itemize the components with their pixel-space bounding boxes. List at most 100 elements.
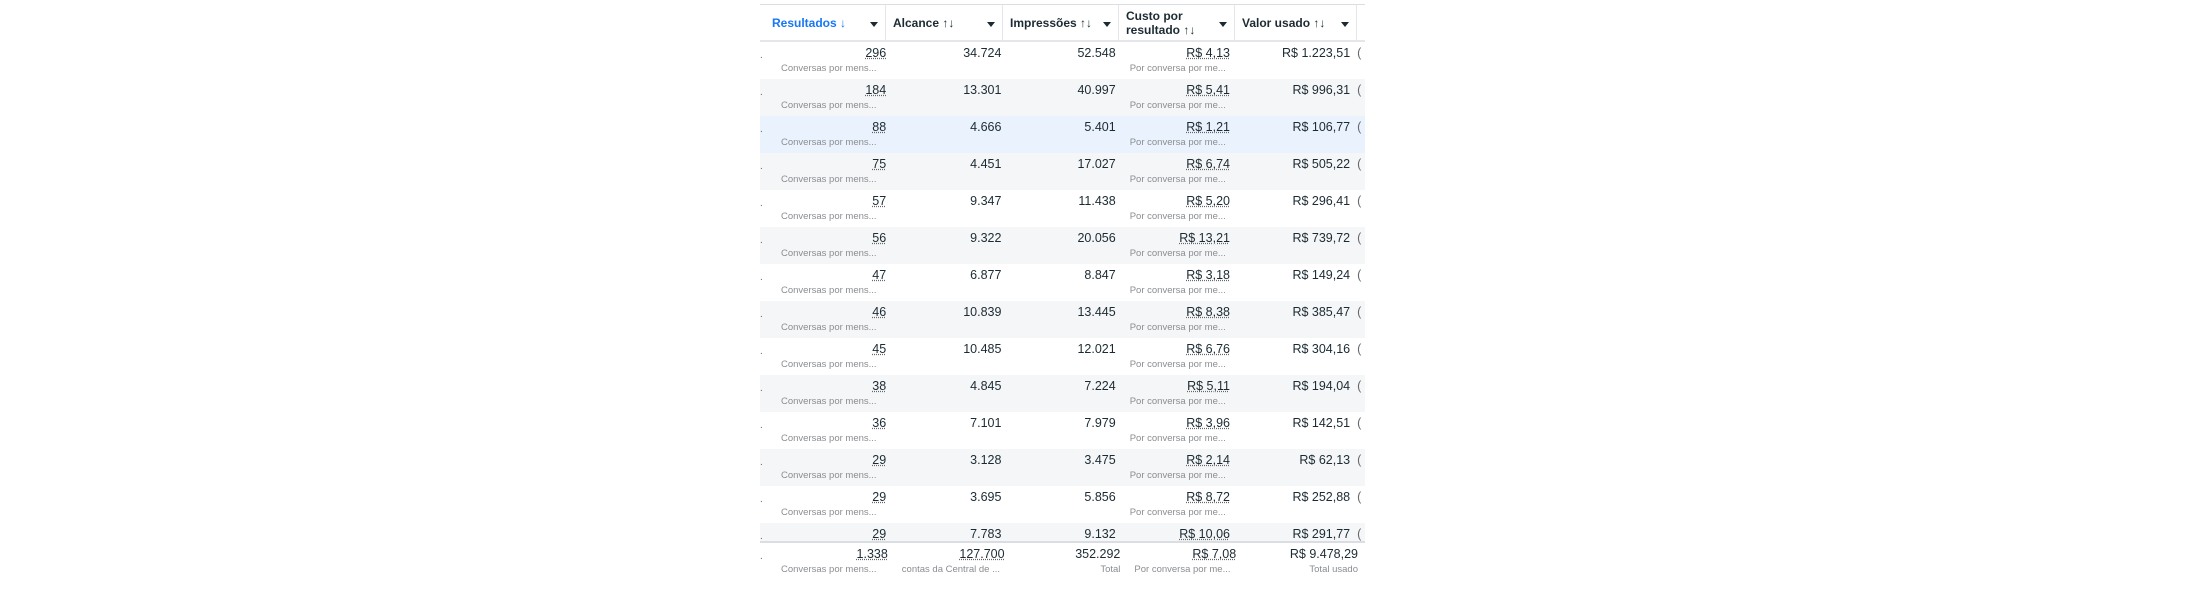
results-value[interactable]: 57 — [872, 194, 887, 208]
table-row[interactable]: . 47 Conversas por mens... 6.877 8.847 R$… — [760, 264, 1365, 301]
spent-value: R$ 194,04 — [1292, 379, 1351, 393]
totals-row: . 1.338 Conversas por mens... 127.700 cont… — [760, 541, 1365, 587]
total-cost[interactable]: R$ 7,08 — [1192, 547, 1237, 561]
results-value[interactable]: 296 — [865, 46, 887, 60]
results-value[interactable]: 45 — [872, 342, 887, 356]
spent-value: R$ 62,13 — [1299, 453, 1351, 467]
impressions-value: 3.475 — [1084, 453, 1116, 467]
table-row[interactable]: . 75 Conversas por mens... 4.451 17.027 R… — [760, 153, 1365, 190]
table-row[interactable]: . 184 Conversas por mens... 13.301 40.997… — [760, 79, 1365, 116]
cost-value[interactable]: R$ 5,41 — [1186, 83, 1230, 97]
spent-value: R$ 149,24 — [1292, 268, 1351, 282]
spent-value: R$ 996,31 — [1292, 83, 1351, 97]
table-row[interactable]: . 46 Conversas por mens... 10.839 13.445 … — [760, 301, 1365, 338]
reach-value: 4.451 — [970, 157, 1002, 171]
reach-value: 10.839 — [963, 305, 1002, 319]
table-row[interactable]: . 29 Conversas por mens... 3.695 5.856 R$… — [760, 486, 1365, 523]
spent-value: R$ 291,77 — [1292, 527, 1351, 541]
total-results[interactable]: 1.338 — [856, 547, 888, 561]
impressions-value: 20.056 — [1077, 231, 1116, 245]
table-body: . 296 Conversas por mens... 34.724 52.548… — [760, 42, 1365, 541]
dropdown-caret-icon[interactable] — [1103, 22, 1111, 27]
impressions-value: 7.979 — [1084, 416, 1116, 430]
results-value[interactable]: 47 — [872, 268, 887, 282]
spent-value: R$ 106,77 — [1292, 120, 1351, 134]
table-row[interactable]: . 38 Conversas por mens... 4.845 7.224 R$… — [760, 375, 1365, 412]
reach-value: 7.783 — [970, 527, 1002, 541]
results-value[interactable]: 75 — [872, 157, 887, 171]
impressions-value: 17.027 — [1077, 157, 1116, 171]
cost-value[interactable]: R$ 5,11 — [1187, 379, 1230, 393]
table-row[interactable]: . 36 Conversas por mens... 7.101 7.979 R$… — [760, 412, 1365, 449]
impressions-value: 11.438 — [1078, 194, 1116, 208]
impressions-value: 9.132 — [1084, 527, 1116, 541]
table-header: Resultados ↓ Alcance ↑↓ Impressões ↑↓ Cu… — [760, 4, 1365, 42]
cost-value[interactable]: R$ 13,21 — [1179, 231, 1230, 245]
total-spent: R$ 9.478,29 — [1289, 547, 1358, 561]
cost-value[interactable]: R$ 10,06 — [1179, 527, 1230, 541]
cost-value[interactable]: R$ 5,20 — [1186, 194, 1230, 208]
spent-value: R$ 1.223,51 — [1282, 46, 1351, 60]
table-row[interactable]: . 296 Conversas por mens... 34.724 52.548… — [760, 42, 1365, 79]
impressions-value: 40.997 — [1077, 83, 1116, 97]
table-row[interactable]: . 29 Conversas por mens... 3.128 3.475 R$… — [760, 449, 1365, 486]
header-valor-usado[interactable]: Valor usado ↑↓ — [1235, 5, 1357, 40]
results-value[interactable]: 29 — [872, 453, 887, 467]
dropdown-caret-icon[interactable] — [1219, 22, 1227, 27]
reach-value: 10.485 — [963, 342, 1002, 356]
results-value[interactable]: 38 — [872, 379, 887, 393]
cost-value[interactable]: R$ 3,18 — [1186, 268, 1230, 282]
header-resultados[interactable]: Resultados ↓ — [765, 5, 886, 40]
spent-value: R$ 505,22 — [1292, 157, 1351, 171]
impressions-value: 12.021 — [1077, 342, 1116, 356]
dropdown-caret-icon[interactable] — [987, 22, 995, 27]
header-alcance[interactable]: Alcance ↑↓ — [886, 5, 1003, 40]
total-reach[interactable]: 127.700 — [959, 547, 1005, 561]
impressions-value: 13.445 — [1077, 305, 1116, 319]
results-value[interactable]: 46 — [872, 305, 887, 319]
reach-value: 7.101 — [970, 416, 1002, 430]
spent-value: R$ 739,72 — [1292, 231, 1351, 245]
spent-value: R$ 385,47 — [1292, 305, 1351, 319]
cost-value[interactable]: R$ 8,72 — [1186, 490, 1230, 504]
results-value[interactable]: 36 — [872, 416, 887, 430]
cost-value[interactable]: R$ 6,74 — [1186, 157, 1230, 171]
spent-value: R$ 304,16 — [1292, 342, 1351, 356]
reach-value: 4.845 — [970, 379, 1002, 393]
spent-value: R$ 252,88 — [1292, 490, 1351, 504]
reach-value: 34.724 — [963, 46, 1002, 60]
table-row[interactable]: . 57 Conversas por mens... 9.347 11.438 R… — [760, 190, 1365, 227]
cost-value[interactable]: R$ 6,76 — [1186, 342, 1230, 356]
results-value[interactable]: 29 — [872, 490, 887, 504]
cost-value[interactable]: R$ 2,14 — [1186, 453, 1230, 467]
reach-value: 13.301 — [963, 83, 1002, 97]
impressions-value: 5.856 — [1084, 490, 1116, 504]
reach-value: 3.128 — [970, 453, 1002, 467]
impressions-value: 8.847 — [1084, 268, 1116, 282]
results-value[interactable]: 56 — [872, 231, 887, 245]
reach-value: 4.666 — [970, 120, 1002, 134]
results-value[interactable]: 29 — [872, 527, 887, 541]
ads-results-table: Resultados ↓ Alcance ↑↓ Impressões ↑↓ Cu… — [760, 4, 1365, 600]
impressions-value: 52.548 — [1077, 46, 1116, 60]
table-row[interactable]: . 45 Conversas por mens... 10.485 12.021 … — [760, 338, 1365, 375]
reach-value: 9.347 — [970, 194, 1002, 208]
cost-value[interactable]: R$ 8,38 — [1186, 305, 1230, 319]
dropdown-caret-icon[interactable] — [870, 22, 878, 27]
header-impressoes[interactable]: Impressões ↑↓ — [1003, 5, 1119, 40]
spent-value: R$ 296,41 — [1292, 194, 1351, 208]
cost-value[interactable]: R$ 1,21 — [1186, 120, 1230, 134]
results-value[interactable]: 184 — [865, 83, 887, 97]
table-row[interactable]: . 56 Conversas por mens... 9.322 20.056 R… — [760, 227, 1365, 264]
impressions-value: 7.224 — [1084, 379, 1116, 393]
cost-value[interactable]: R$ 3,96 — [1186, 416, 1230, 430]
reach-value: 9.322 — [970, 231, 1002, 245]
header-custo-por-resultado[interactable]: Custo por resultado ↑↓ — [1119, 5, 1235, 40]
table-row[interactable]: . 88 Conversas por mens... 4.666 5.401 R$… — [760, 116, 1365, 153]
reach-value: 6.877 — [970, 268, 1002, 282]
impressions-value: 5.401 — [1084, 120, 1116, 134]
dropdown-caret-icon[interactable] — [1341, 22, 1349, 27]
results-value[interactable]: 88 — [872, 120, 887, 134]
cost-value[interactable]: R$ 4,13 — [1186, 46, 1230, 60]
